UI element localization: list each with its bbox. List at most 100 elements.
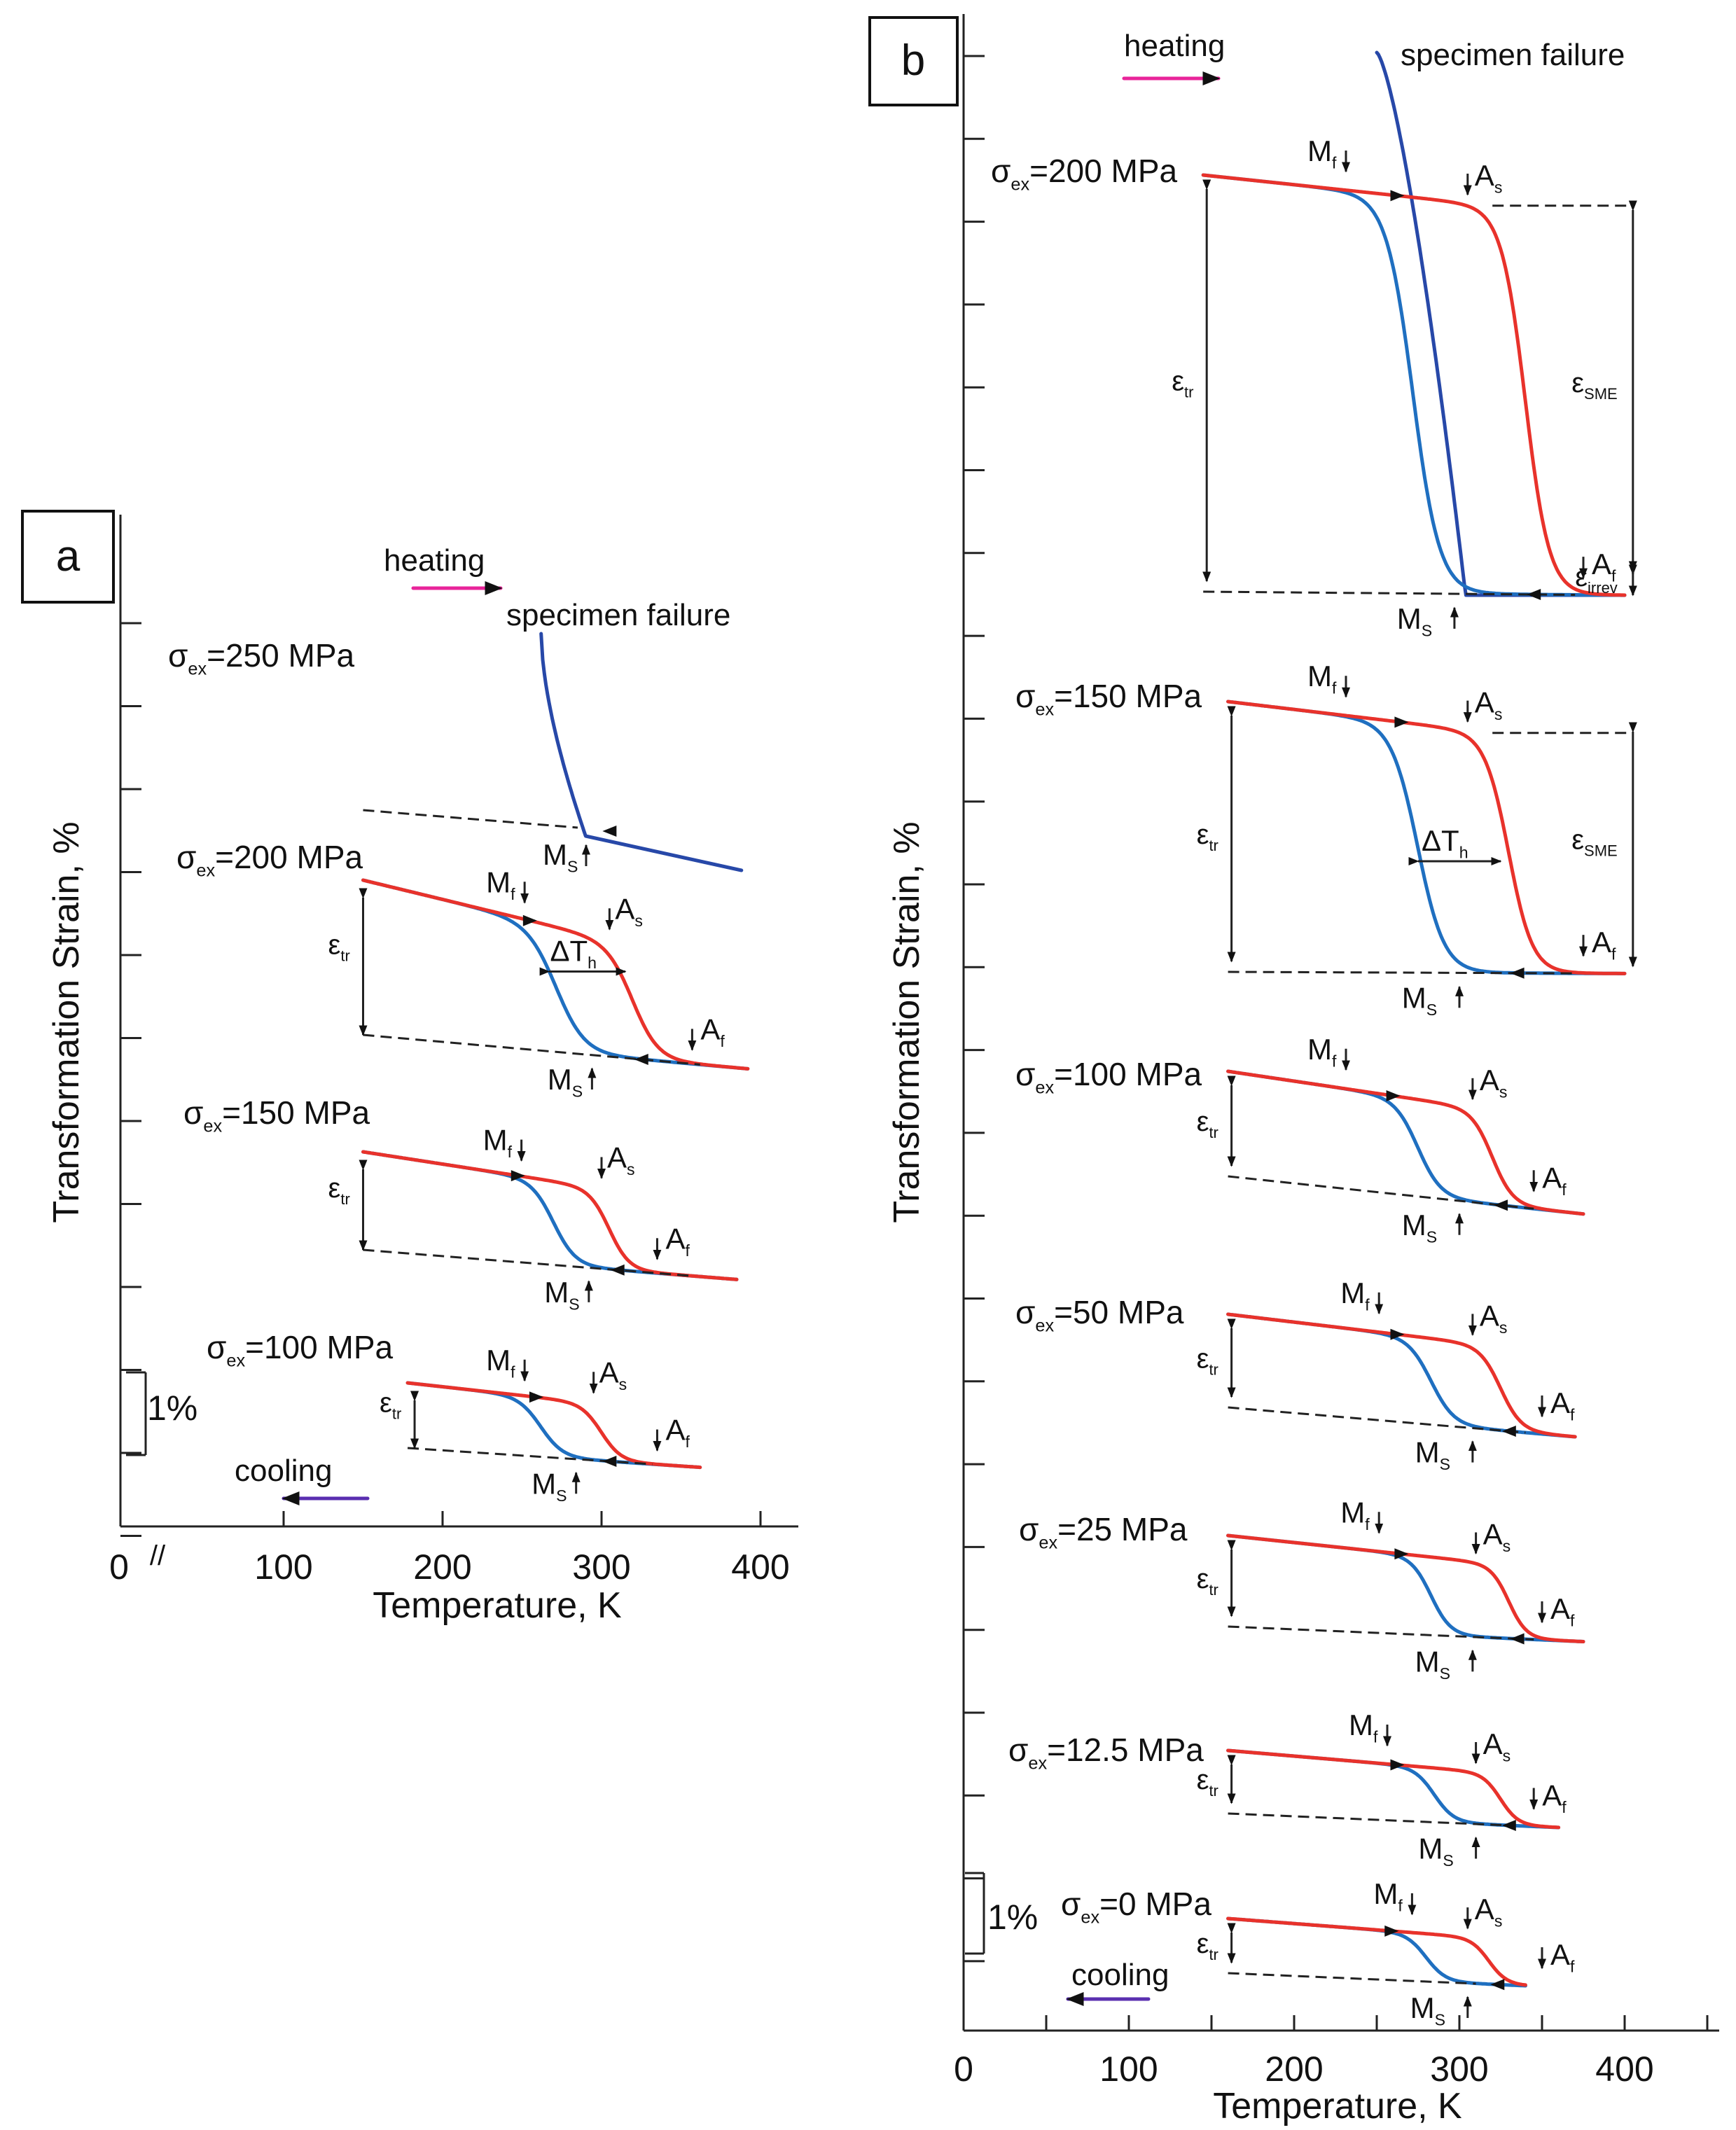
eps-tr-label-b2-subscript: tr (1209, 1124, 1218, 1141)
cooling-curve-a1 (361, 1150, 739, 1281)
stress-label-b2-value: =100 MPa (1054, 1056, 1202, 1092)
as-label-b3: As (1480, 1299, 1508, 1337)
baseline-b3 (1228, 1406, 1526, 1434)
scale-bar-label: 1% (147, 1388, 197, 1428)
stress-label-b4-subscript: ex (1039, 1533, 1057, 1553)
mf-label-b1: Mf (1307, 660, 1337, 697)
x-tick-label: 0 (954, 2049, 973, 2089)
eps-tr-label-a2: εtr (380, 1388, 401, 1423)
heating-curve-a0 (361, 878, 750, 1071)
x-tick-label: 200 (413, 1547, 471, 1587)
eps-tr-label-b4: εtr (1197, 1564, 1218, 1599)
baseline-b4 (1228, 1625, 1534, 1641)
af-label-a1: Af (665, 1222, 690, 1260)
mf-label-b3-subscript: f (1365, 1295, 1370, 1314)
stress-label-b1: σex=150 MPa (1015, 678, 1202, 720)
mf-label-b4-subscript: f (1365, 1515, 1370, 1533)
stress-label-b0-value: =200 MPa (1029, 153, 1177, 189)
as-label-a0-subscript: s (634, 912, 643, 930)
cooling-curve-b2 (1226, 1069, 1585, 1216)
as-label-b4-subscript: s (1503, 1537, 1511, 1555)
ms-label-a1-subscript: S (569, 1295, 579, 1313)
cooling-curve-a2 (405, 1381, 702, 1470)
mf-label-a0: Mf (486, 865, 515, 903)
x-axis-label: Temperature, K (1213, 2086, 1462, 2126)
eps-tr-label-a2-subscript: tr (392, 1405, 401, 1423)
af-label-a0: Af (700, 1012, 725, 1050)
ms-label: MS (543, 838, 578, 876)
ms-label-b0-subscript: S (1422, 621, 1432, 639)
mf-label-a1-subscript: f (508, 1143, 513, 1161)
af-label-a1-subscript: f (685, 1241, 690, 1260)
eps-tr-label-b1: εtr (1197, 819, 1218, 854)
failure-label: specimen failure (506, 598, 730, 632)
heating-direction-b0 (1390, 190, 1405, 202)
stress-label-a2-value: =100 MPa (245, 1329, 393, 1365)
cooling-curve-b4 (1226, 1533, 1585, 1643)
stress-label-a0-subscript: ex (196, 861, 215, 881)
baseline-b6 (1228, 1972, 1476, 1985)
mf-label-b1-subscript: f (1332, 679, 1337, 697)
af-label-b4: Af (1550, 1592, 1575, 1630)
stress-label-b5-subscript: ex (1028, 1754, 1047, 1774)
y-axis-label: Transformation Strain, % (887, 821, 927, 1223)
af-label-a0-subscript: f (720, 1032, 725, 1050)
cooling-direction-b0 (1527, 589, 1541, 600)
as-label-a2-subscript: s (619, 1375, 627, 1393)
heating-curve-b0 (1201, 173, 1627, 597)
af-label-b5: Af (1542, 1779, 1567, 1817)
baseline-failure (363, 809, 578, 829)
af-label-b1: Af (1592, 926, 1616, 963)
x-tick-label: 300 (1430, 2049, 1488, 2089)
as-label-b0-subscript: s (1494, 179, 1503, 197)
stress-label-a1: σex=150 MPa (183, 1094, 370, 1136)
cooling-curve-b0 (1201, 173, 1627, 597)
failure-curve (1375, 50, 1627, 597)
failure-label: specimen failure (1401, 38, 1625, 72)
heating-label: heating (1124, 29, 1225, 63)
eps-tr-label-a1: εtr (328, 1173, 350, 1208)
as-label-a1: As (607, 1141, 635, 1179)
ms-label-a0: MS (548, 1063, 583, 1101)
stress-label-b2-subscript: ex (1035, 1078, 1054, 1098)
mf-label-a1: Mf (483, 1124, 513, 1162)
stress-label-250-subscript: ex (188, 660, 207, 679)
stress-label-a2: σex=100 MPa (207, 1329, 394, 1371)
eps-tr-label-b0-subscript: tr (1184, 384, 1193, 401)
as-label-b0: As (1475, 159, 1503, 197)
ms-label-b1: MS (1402, 981, 1437, 1019)
stress-label-250: σex=250 MPa (168, 637, 355, 679)
stress-label-a1-value: =150 MPa (222, 1094, 370, 1131)
as-label-a2: As (599, 1356, 627, 1393)
ms-label-b5: MS (1418, 1832, 1453, 1870)
baseline-a1 (363, 1248, 689, 1277)
cooling-direction-b4 (1510, 1633, 1525, 1645)
eps-tr-label-a0: εtr (328, 930, 350, 965)
eps-tr-label-a0-subscript: tr (340, 947, 349, 965)
as-label-a0: As (615, 892, 643, 930)
x-tick-label: 100 (254, 1547, 312, 1587)
x-axis-label: Temperature, K (373, 1585, 622, 1626)
heating-label: heating (384, 543, 485, 578)
heating-curve-b2 (1226, 1069, 1585, 1216)
cooling-label: cooling (235, 1454, 332, 1488)
eps-sme-label-b0: εSME (1571, 368, 1618, 403)
stress-label-a2-subscript: ex (226, 1351, 245, 1371)
x-tick-label: 0 (109, 1547, 129, 1587)
dth-label-b1: ΔTh (1422, 824, 1468, 862)
cooling-label: cooling (1071, 1958, 1169, 1992)
heating-curve-b6 (1226, 1916, 1527, 1987)
mf-label-b6: Mf (1373, 1877, 1403, 1915)
as-label-b4: As (1483, 1518, 1511, 1556)
dth-label-a0: ΔTh (550, 935, 597, 973)
panel-label: a (56, 532, 81, 580)
heating-direction-b2 (1386, 1090, 1401, 1101)
cooling-curve-b3 (1226, 1312, 1577, 1439)
ms-label-subscript: S (567, 858, 578, 876)
mf-label-b5-subscript: f (1373, 1728, 1378, 1746)
panel-label: b (901, 36, 925, 85)
mf-label-b3: Mf (1340, 1276, 1370, 1314)
af-label-a2-subscript: f (685, 1433, 690, 1451)
ms-label-b5-subscript: S (1443, 1851, 1453, 1870)
mf-label-b5: Mf (1349, 1708, 1378, 1746)
